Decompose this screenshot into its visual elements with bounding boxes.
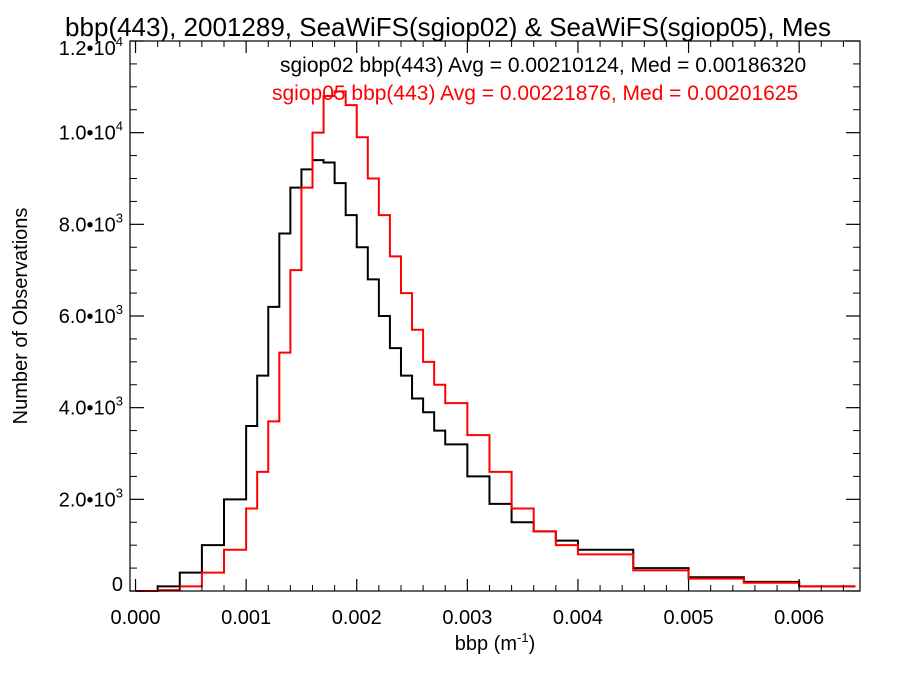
x-tick-label: 0.003: [442, 607, 492, 629]
x-axis: 0.000 0.001 0.002 0.003 0.004 0.005 0.006: [110, 41, 844, 629]
y-axis-label: Number of Observations: [10, 208, 32, 425]
y-tick-label: 1.0•104: [59, 119, 123, 145]
x-tick-label: 0.000: [110, 607, 160, 629]
x-tick-label: 0.004: [553, 607, 603, 629]
plot-frame: [129, 40, 861, 592]
y-tick-label: 2.0•103: [59, 485, 123, 511]
x-tick-label: 0.006: [774, 607, 824, 629]
y-axis: 0 2.0•103 4.0•103 6.0•103 8.0•103 1.0•104 1.2•…: [59, 34, 860, 596]
y-tick-label: 4.0•103: [59, 394, 123, 420]
x-axis-label-main: bbp (m: [455, 633, 517, 655]
legend-entry-sgiop02: sgiop02 bbp(443) Avg = 0.00210124, Med =…: [280, 54, 806, 77]
x-axis-label-end: ): [529, 633, 536, 655]
x-axis-label-sup: -1: [517, 630, 529, 645]
series-line-sgiop02: [135, 159, 856, 592]
y-tick-label: 0: [112, 574, 123, 596]
chart-title: bbp(443), 2001289, SeaWiFS(sgiop02) & Se…: [65, 12, 831, 42]
series-line-sgiop05: [135, 90, 856, 592]
x-tick-label: 0.001: [221, 607, 271, 629]
y-tick-label: 8.0•103: [59, 210, 123, 236]
x-tick-label: 0.002: [332, 607, 382, 629]
x-tick-label: 0.005: [664, 607, 714, 629]
series-layer: [135, 90, 856, 592]
y-tick-label: 6.0•103: [59, 302, 123, 328]
x-axis-label: bbp (m-1): [455, 630, 535, 655]
legend-entry-sgiop05: sgiop05 bbp(443) Avg = 0.00221876, Med =…: [272, 82, 798, 105]
y-tick-label: 1.2•104: [59, 34, 123, 60]
